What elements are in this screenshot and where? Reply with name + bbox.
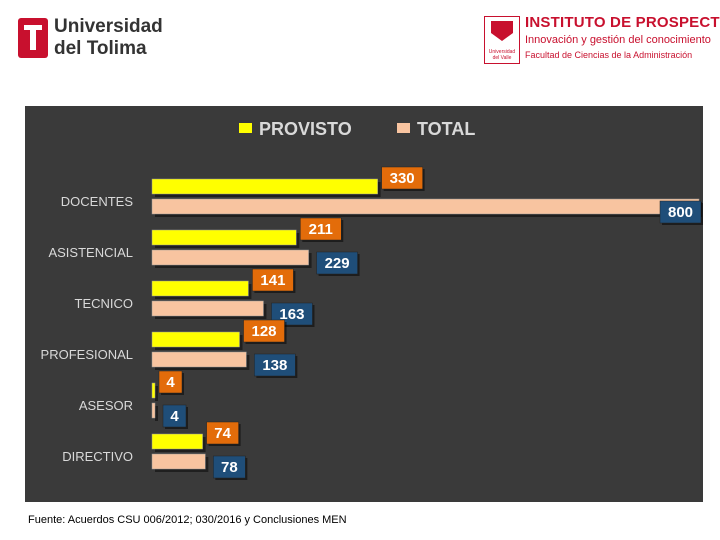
source-note: Fuente: Acuerdos CSU 006/2012; 030/2016 … xyxy=(28,514,347,526)
bar-total xyxy=(151,249,309,266)
category-label: DOCENTES xyxy=(61,194,134,209)
ut-logo-text: Universidad del Tolima xyxy=(54,16,163,60)
data-label-provisto: 211 xyxy=(309,221,333,238)
data-label-provisto: 330 xyxy=(390,170,415,187)
data-label-total: 138 xyxy=(262,357,287,374)
data-label-box xyxy=(271,302,313,326)
data-label-box xyxy=(316,251,358,275)
data-label-box xyxy=(252,268,294,292)
instituto-prospectiva-logo: Universidad del Valle INSTITUTO DE PROSP… xyxy=(484,14,720,64)
bar-total xyxy=(151,198,700,215)
ip-faculty: Facultad de Ciencias de la Administració… xyxy=(525,50,693,60)
data-label-provisto: 74 xyxy=(214,425,231,442)
ip-title: INSTITUTO DE PROSPECTIVA xyxy=(525,14,720,31)
bar-provisto xyxy=(151,229,297,246)
bar-provisto xyxy=(151,331,240,348)
data-label-box xyxy=(243,319,285,343)
data-label-box xyxy=(254,353,296,377)
data-label-provisto: 141 xyxy=(260,272,285,289)
universidad-del-tolima-logo: Universidad del Tolima xyxy=(18,16,178,62)
bar-shadow xyxy=(155,386,158,401)
ut-logo-line2: del Tolima xyxy=(54,38,147,59)
bar-total xyxy=(151,351,247,368)
chart-panel: PROVISTO TOTAL DOCENTES 330 800 ASISTENCIAL 21… xyxy=(25,106,703,502)
legend-label-provisto: PROVISTO xyxy=(259,119,352,139)
data-label-provisto: 128 xyxy=(252,323,277,340)
bar-provisto xyxy=(151,280,249,297)
bar-shadow xyxy=(155,406,158,421)
bar-total xyxy=(151,453,206,470)
data-label-box xyxy=(300,217,342,241)
bar-total xyxy=(151,300,264,317)
univalle-small-text: Universidad del Valle xyxy=(488,49,516,61)
bar-provisto xyxy=(151,382,156,399)
data-label-box xyxy=(381,166,423,190)
univalle-shield-icon: Universidad del Valle xyxy=(484,16,520,64)
legend-label-total: TOTAL xyxy=(417,119,475,139)
data-label-total: 78 xyxy=(221,459,238,476)
bar-provisto xyxy=(151,433,203,450)
bar-chart: PROVISTO TOTAL DOCENTES 330 800 ASISTENCIAL 21… xyxy=(41,119,703,480)
data-label-box xyxy=(659,200,702,224)
data-label-total: 163 xyxy=(279,306,304,323)
data-label-box xyxy=(206,421,239,445)
legend-swatch-provisto xyxy=(239,123,252,133)
category-label: PROFESIONAL xyxy=(41,347,133,362)
bar-total xyxy=(151,402,156,419)
ut-emblem-icon xyxy=(18,18,48,58)
data-label-provisto: 4 xyxy=(166,374,175,391)
ip-subtitle: Innovación y gestión del conocimiento xyxy=(525,34,711,46)
data-label-total: 800 xyxy=(668,204,693,221)
category-label: DIRECTIVO xyxy=(62,449,133,464)
category-label: ASESOR xyxy=(79,398,133,413)
data-label-box xyxy=(158,370,183,394)
data-label-box xyxy=(213,455,246,479)
bar-provisto xyxy=(151,178,378,195)
legend-swatch-total xyxy=(397,123,410,133)
data-label-total: 4 xyxy=(170,408,179,425)
data-label-total: 229 xyxy=(325,255,350,272)
category-label: TECNICO xyxy=(75,296,134,311)
ut-logo-line1: Universidad xyxy=(54,16,163,37)
data-label-box xyxy=(162,404,187,428)
category-label: ASISTENCIAL xyxy=(48,245,133,260)
